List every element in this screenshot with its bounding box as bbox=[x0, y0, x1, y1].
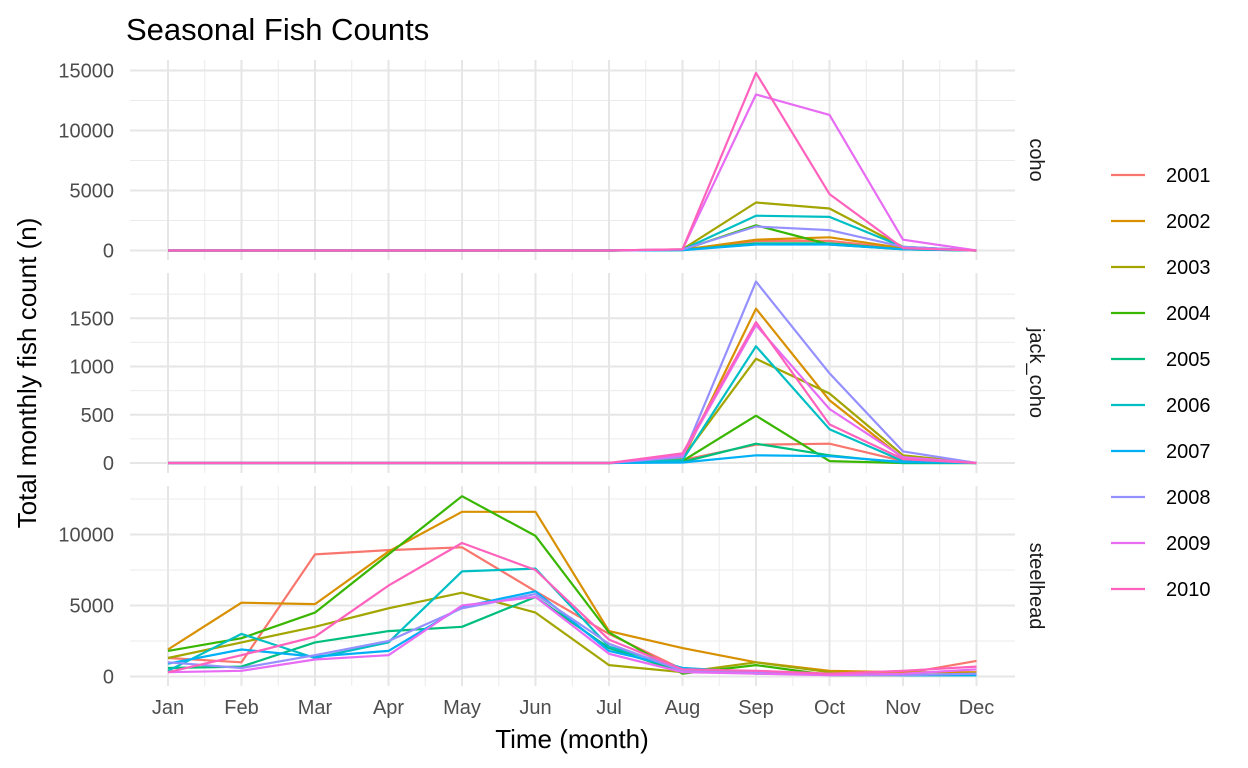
x-tick-label: Sep bbox=[738, 697, 774, 719]
series-line-steelhead-2009 bbox=[167, 595, 977, 677]
x-tick-label: Mar bbox=[298, 697, 333, 719]
x-axis-title: Time (month) bbox=[495, 724, 649, 754]
x-tick-label: Jul bbox=[596, 697, 622, 719]
legend-label: 2003 bbox=[1166, 257, 1211, 279]
facet-panels: 0 5000 10000 15000 coho 0 500 1000 1500 jack_coho… bbox=[58, 60, 1047, 689]
facet-panel-jack_coho: 0 500 1000 1500 jack_coho bbox=[70, 273, 1047, 475]
y-axis-title: Total monthly fish count (n) bbox=[12, 218, 42, 529]
legend-label: 2006 bbox=[1166, 395, 1211, 417]
legend-label: 2005 bbox=[1166, 349, 1211, 371]
facet-strip-label: jack_coho bbox=[1025, 327, 1047, 418]
x-tick-label: May bbox=[443, 697, 481, 719]
legend-item: 2001 bbox=[1111, 165, 1211, 187]
legend-label: 2008 bbox=[1166, 487, 1211, 509]
y-tick-label: 10000 bbox=[58, 525, 114, 547]
facet-panel-steelhead: 0 5000 10000 steelhead bbox=[58, 486, 1047, 689]
series-line-steelhead-2010 bbox=[167, 541, 977, 675]
y-tick-label: 5000 bbox=[70, 181, 115, 203]
legend-item: 2007 bbox=[1111, 441, 1211, 463]
x-tick-label: Oct bbox=[814, 697, 846, 719]
legend-item: 2009 bbox=[1111, 533, 1211, 555]
legend-item: 2003 bbox=[1111, 257, 1211, 279]
facet-panel-coho: 0 5000 10000 15000 coho bbox=[58, 60, 1047, 263]
legend-item: 2006 bbox=[1111, 395, 1211, 417]
legend-item: 2004 bbox=[1111, 303, 1211, 325]
x-tick-label: Aug bbox=[665, 697, 701, 719]
legend-label: 2010 bbox=[1166, 579, 1211, 601]
y-tick-label: 0 bbox=[103, 241, 114, 263]
legend: 2001 2002 2003 2004 2005 2006 2007 2008 2009 2010 bbox=[1111, 165, 1211, 601]
x-tick-label: Apr bbox=[373, 697, 404, 719]
series-line-coho-2010 bbox=[168, 71, 977, 252]
y-tick-label: 0 bbox=[103, 453, 114, 475]
x-tick-label: Nov bbox=[885, 697, 921, 719]
y-tick-label: 10000 bbox=[58, 121, 114, 143]
x-tick-label: Jun bbox=[519, 697, 551, 719]
y-tick-label: 0 bbox=[103, 667, 114, 689]
legend-item: 2005 bbox=[1111, 349, 1211, 371]
x-tick-label: Jan bbox=[152, 697, 184, 719]
series-line-steelhead-2002 bbox=[167, 510, 977, 674]
legend-item: 2002 bbox=[1111, 211, 1211, 233]
legend-item: 2008 bbox=[1111, 487, 1211, 509]
legend-label: 2004 bbox=[1166, 303, 1211, 325]
y-tick-label: 500 bbox=[81, 405, 114, 427]
x-tick-label: Dec bbox=[959, 697, 995, 719]
y-tick-label: 5000 bbox=[70, 596, 115, 618]
x-tick-label: Feb bbox=[224, 697, 258, 719]
chart-title: Seasonal Fish Counts bbox=[126, 12, 429, 47]
facet-strip-label: steelhead bbox=[1025, 543, 1047, 630]
y-tick-label: 15000 bbox=[58, 61, 114, 83]
legend-label: 2002 bbox=[1166, 211, 1211, 233]
legend-label: 2001 bbox=[1166, 165, 1211, 187]
legend-label: 2007 bbox=[1166, 441, 1211, 463]
y-tick-label: 1000 bbox=[70, 357, 115, 379]
y-tick-label: 1500 bbox=[70, 308, 115, 330]
x-axis: Jan Feb Mar Apr May Jun Jul Aug Sep Oct Nov Dec bbox=[152, 697, 994, 719]
legend-label: 2009 bbox=[1166, 533, 1211, 555]
facet-strip-label: coho bbox=[1025, 138, 1047, 181]
legend-item: 2010 bbox=[1111, 579, 1211, 601]
series-line-jack_coho-2010 bbox=[168, 321, 977, 465]
